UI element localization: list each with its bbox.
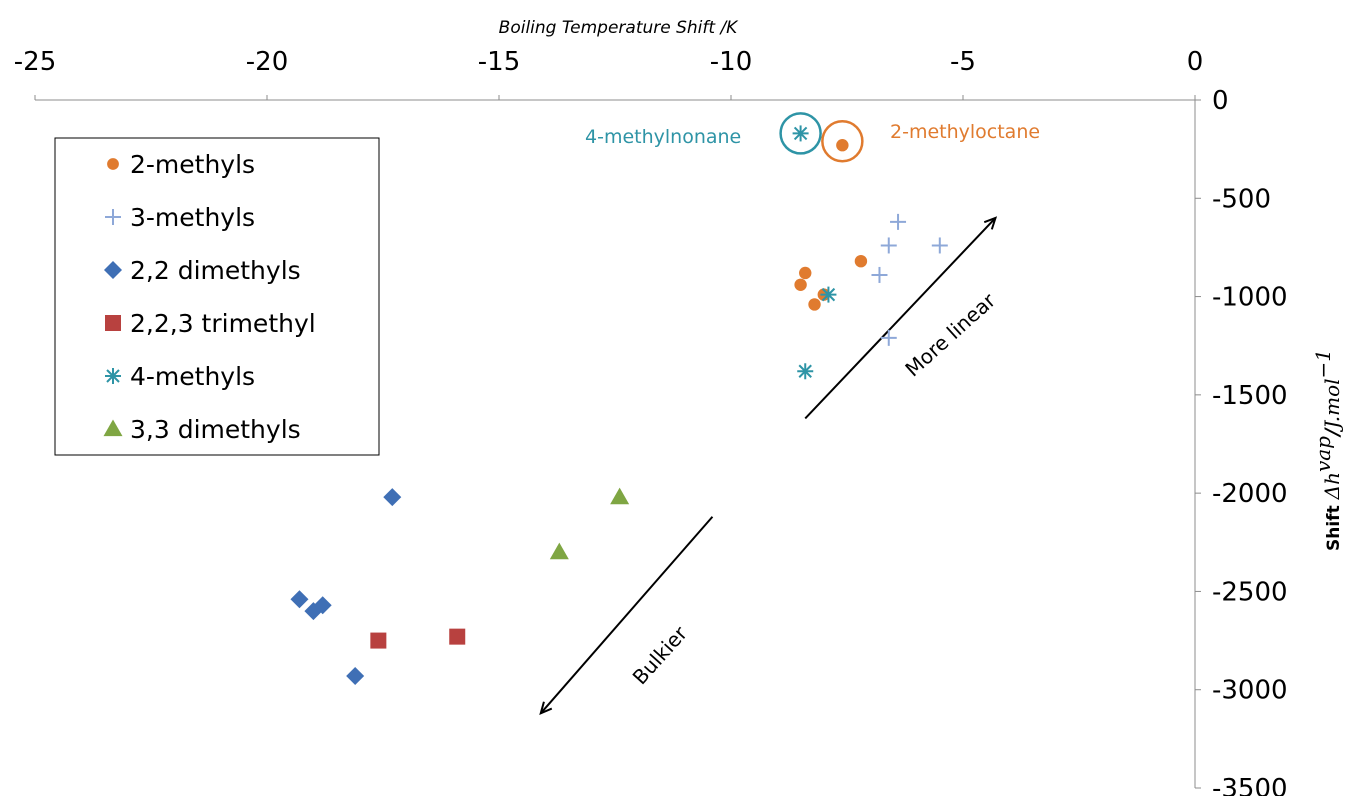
y-tick-label: -1000	[1212, 283, 1288, 313]
data-point	[383, 488, 402, 507]
marker-shape	[104, 261, 122, 279]
series-2-2-dimethyls	[290, 488, 402, 685]
marker-shape	[799, 266, 812, 280]
y-title-unit: J.mol	[1320, 378, 1344, 432]
data-point	[290, 590, 309, 609]
series-2-2-3-trimethyl	[370, 628, 466, 649]
x-tick-label: -5	[950, 47, 976, 77]
data-point	[808, 298, 821, 311]
x-tick-label: -20	[246, 47, 288, 77]
marker-shape	[808, 298, 821, 311]
y-tick-label: -2000	[1212, 479, 1288, 509]
marker-shape	[107, 158, 119, 170]
annotation-label: 4-methylnonane	[585, 126, 741, 148]
annotation-label: Bulkier	[628, 621, 693, 689]
x-tick-label: 0	[1187, 47, 1204, 77]
arrow-head	[539, 701, 553, 716]
data-point	[794, 278, 807, 291]
legend-label: 2,2,3 trimethyl	[130, 309, 316, 338]
data-point	[370, 632, 387, 649]
highlight-circle	[821, 120, 864, 163]
y-tick-label: -3000	[1212, 676, 1288, 706]
y-tick-label: -2500	[1212, 577, 1288, 607]
marker-shape	[854, 254, 868, 268]
marker-shape	[383, 488, 402, 507]
arrow-head	[983, 216, 998, 230]
data-point	[610, 487, 630, 505]
data-point	[890, 213, 907, 230]
data-point	[799, 266, 812, 280]
data-points	[290, 125, 948, 685]
series-3-methyls	[871, 213, 948, 346]
y-tick-label: -1500	[1212, 381, 1288, 411]
marker-shape	[549, 542, 569, 560]
legend-label: 3,3 dimethyls	[130, 415, 301, 444]
legend-box	[54, 137, 380, 456]
data-point	[871, 266, 888, 283]
x-tick-label: -25	[14, 47, 56, 77]
series-2-methyls	[794, 139, 868, 311]
legend-marker	[103, 419, 123, 437]
legend-label: 3-methyls	[130, 203, 255, 232]
legend-marker	[104, 261, 122, 279]
highlight-circle	[779, 112, 822, 155]
data-point	[880, 329, 897, 346]
data-point	[549, 542, 569, 560]
arrow-line	[804, 217, 997, 420]
marker-shape	[794, 278, 807, 291]
data-point	[449, 628, 466, 645]
legend-marker	[107, 158, 119, 170]
data-point	[931, 237, 948, 254]
y-title-slash: /	[1320, 427, 1344, 438]
arrow-line	[540, 516, 714, 714]
marker-shape	[449, 628, 466, 645]
y-tick-label: -3500	[1212, 774, 1288, 796]
legend-marker	[105, 368, 121, 384]
legend-label: 2-methyls	[130, 150, 255, 179]
marker-shape	[370, 632, 387, 649]
y-title-symbol: Δh	[1320, 472, 1344, 500]
data-point	[836, 139, 849, 152]
legend-marker	[105, 209, 121, 225]
y-axis-title: Shift Δhvap/J.mol−1	[1311, 349, 1344, 551]
x-tick-label: -10	[710, 47, 752, 77]
marker-shape	[103, 419, 123, 437]
data-point	[792, 125, 809, 142]
marker-shape	[313, 596, 332, 615]
data-point	[854, 254, 868, 268]
data-point	[797, 363, 814, 380]
legend-label: 4-methyls	[130, 362, 255, 391]
data-point	[820, 286, 837, 303]
legend-marker	[105, 315, 121, 331]
series-3-3-dimethyls	[549, 487, 630, 560]
series-4-methyls	[792, 125, 837, 380]
y-title-bold: Shift	[1324, 499, 1344, 551]
marker-shape	[290, 590, 309, 609]
legend: 2-methyls 3-methyls 2,2 dimethyls 2,2,3 tri…	[54, 137, 380, 456]
data-point	[880, 237, 897, 254]
y-tick-label: -500	[1212, 184, 1271, 214]
marker-shape	[105, 315, 121, 331]
annotation-label: 2-methyloctane	[890, 121, 1040, 143]
marker-shape	[346, 666, 365, 685]
marker-shape	[836, 139, 849, 152]
y-title-superscript: vap	[1311, 436, 1335, 472]
data-point	[313, 596, 332, 615]
x-tick-label: -15	[478, 47, 520, 77]
x-axis-title: Boiling Temperature Shift /K	[499, 18, 740, 38]
y-tick-label: 0	[1212, 86, 1229, 116]
axes: -25 -20 -15 -10 -5 00-500-1000-1500-2000-2500…	[14, 47, 1288, 796]
y-axis-title-text: Shift Δhvap/J.mol−1	[1311, 349, 1344, 551]
legend-label: 2,2 dimethyls	[130, 256, 301, 285]
data-point	[346, 666, 365, 685]
marker-shape	[610, 487, 630, 505]
y-title-unit-superscript: −1	[1311, 349, 1335, 378]
